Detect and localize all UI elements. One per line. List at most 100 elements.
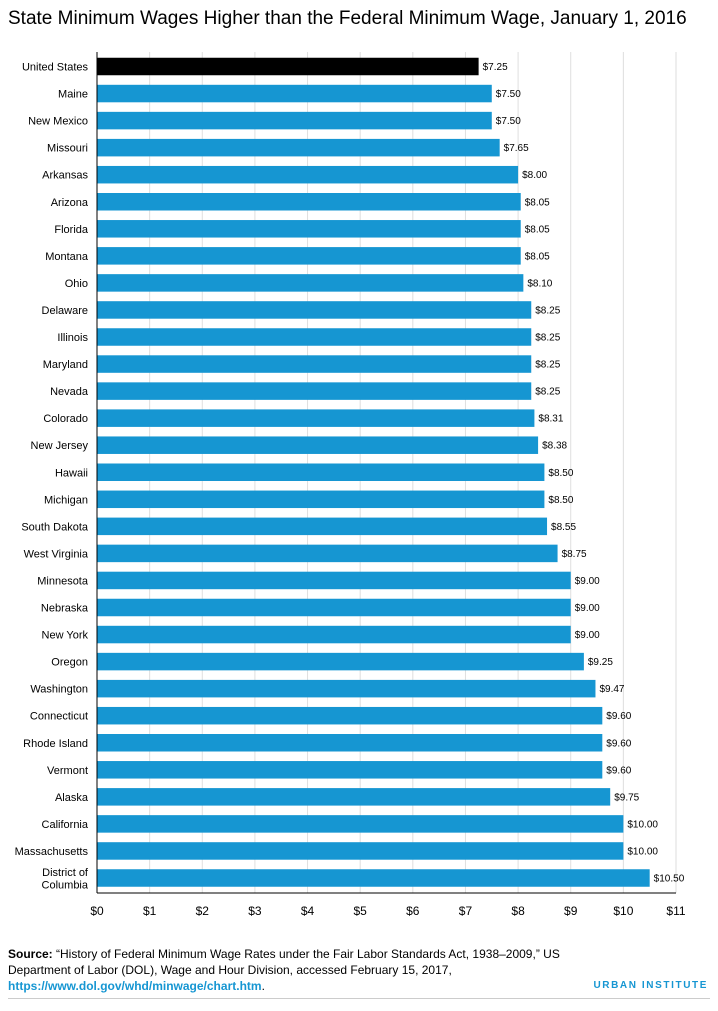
category-label: Rhode Island bbox=[23, 738, 88, 750]
x-tick-label: $5 bbox=[354, 904, 368, 918]
bar-connecticut bbox=[97, 706, 603, 725]
x-tick-label: $10 bbox=[613, 904, 633, 918]
category-label-line: Columbia bbox=[42, 879, 89, 891]
bar-new-york bbox=[97, 625, 571, 644]
x-tick-label: $4 bbox=[301, 904, 315, 918]
x-tick-label: $0 bbox=[90, 904, 104, 918]
bar-chart: United States $7.25 Maine $7.50 New Mexico $7… bbox=[15, 52, 686, 918]
value-label: $8.25 bbox=[535, 333, 560, 344]
value-label: $8.31 bbox=[538, 414, 563, 425]
chart-title: State Minimum Wages Higher than the Fede… bbox=[8, 8, 687, 29]
value-label: $9.25 bbox=[588, 657, 613, 668]
category-label: Connecticut bbox=[30, 711, 88, 723]
bar-delaware bbox=[97, 301, 532, 319]
value-label: $8.75 bbox=[562, 549, 587, 560]
value-label: $8.50 bbox=[548, 495, 573, 506]
x-tick-label: $6 bbox=[406, 904, 420, 918]
value-label: $9.00 bbox=[575, 603, 600, 614]
value-label: $8.10 bbox=[527, 278, 552, 289]
value-label: $7.65 bbox=[504, 143, 529, 154]
x-tick-label: $1 bbox=[143, 904, 157, 918]
category-label: Massachusetts bbox=[15, 846, 89, 858]
value-label: $8.05 bbox=[525, 224, 550, 235]
category-label: Maine bbox=[58, 89, 88, 101]
x-tick-label: $3 bbox=[248, 904, 262, 918]
value-label: $8.50 bbox=[548, 468, 573, 479]
value-label: $8.05 bbox=[525, 251, 550, 262]
category-label: Delaware bbox=[42, 305, 88, 317]
bar-montana bbox=[97, 247, 521, 265]
category-label: Colorado bbox=[43, 413, 88, 425]
category-label: District of Columbia bbox=[42, 867, 89, 892]
source-note: Source: “History of Federal Minimum Wage… bbox=[8, 946, 588, 994]
x-tick-label: $11 bbox=[666, 904, 685, 918]
bar-minnesota bbox=[97, 571, 571, 590]
bar-west-virginia bbox=[97, 544, 558, 563]
value-label: $8.38 bbox=[542, 441, 567, 452]
category-label: Michigan bbox=[44, 494, 88, 506]
category-label: Hawaii bbox=[55, 467, 88, 479]
bar-hawaii bbox=[97, 463, 545, 481]
bar-nevada bbox=[97, 382, 532, 400]
bar-south-dakota bbox=[97, 517, 548, 536]
category-label: Oregon bbox=[51, 657, 88, 669]
value-label: $8.55 bbox=[551, 522, 576, 533]
bar-united-states bbox=[97, 57, 479, 76]
bar-arkansas bbox=[97, 165, 519, 184]
source-label: Source: bbox=[8, 947, 53, 961]
bar-california bbox=[97, 815, 624, 833]
category-label: Maryland bbox=[43, 359, 88, 371]
value-label: $8.25 bbox=[535, 305, 560, 316]
category-label: West Virginia bbox=[24, 548, 89, 560]
category-label: Nebraska bbox=[41, 603, 89, 615]
value-label: $9.75 bbox=[614, 792, 639, 803]
bar-district-of-columbia bbox=[97, 869, 650, 887]
category-label: Montana bbox=[45, 251, 89, 263]
x-tick-label: $8 bbox=[511, 904, 525, 918]
bar-illinois bbox=[97, 328, 532, 346]
bar-nebraska bbox=[97, 598, 571, 617]
bar-massachusetts bbox=[97, 842, 624, 860]
bar-ohio bbox=[97, 274, 524, 292]
bar-arizona bbox=[97, 193, 521, 211]
bar-rhode-island bbox=[97, 734, 603, 752]
bar-maryland bbox=[97, 355, 532, 373]
source-text: “History of Federal Minimum Wage Rates u… bbox=[8, 947, 560, 977]
category-label: South Dakota bbox=[21, 521, 89, 533]
category-label: New York bbox=[42, 630, 89, 642]
value-label: $9.00 bbox=[575, 576, 600, 587]
x-tick-label: $2 bbox=[196, 904, 210, 918]
bar-michigan bbox=[97, 490, 545, 509]
value-label: $9.60 bbox=[606, 765, 631, 776]
source-link[interactable]: https://www.dol.gov/whd/minwage/chart.ht… bbox=[8, 979, 262, 993]
footer-divider bbox=[8, 998, 710, 999]
value-label: $9.00 bbox=[575, 630, 600, 641]
value-label: $8.25 bbox=[535, 387, 560, 398]
source-tail: . bbox=[261, 979, 265, 993]
x-axis: $0 $1 $2 $3 $4 $5 $6 $7 $8 $9 $10 $11 bbox=[90, 52, 686, 918]
bar-maine bbox=[97, 84, 492, 103]
value-label: $8.00 bbox=[522, 170, 547, 181]
bar-new-mexico bbox=[97, 111, 492, 130]
bar-colorado bbox=[97, 409, 535, 427]
value-label: $7.25 bbox=[483, 62, 508, 73]
urban-institute-logo: URBAN INSTITUTE bbox=[593, 980, 708, 991]
category-label-line: District of bbox=[42, 867, 89, 879]
category-label: Florida bbox=[54, 224, 89, 236]
value-label: $7.50 bbox=[496, 89, 521, 100]
category-label: Arkansas bbox=[42, 170, 88, 182]
category-label: Illinois bbox=[57, 332, 88, 344]
category-label: United States bbox=[22, 62, 89, 74]
value-label: $10.00 bbox=[627, 819, 658, 830]
bar-oregon bbox=[97, 652, 584, 671]
bars bbox=[97, 57, 650, 887]
bar-new-jersey bbox=[97, 436, 539, 454]
value-label: $8.05 bbox=[525, 197, 550, 208]
bar-labels: United States $7.25 Maine $7.50 New Mexico $7… bbox=[15, 62, 685, 892]
category-label: Alaska bbox=[55, 792, 89, 804]
bar-alaska bbox=[97, 788, 611, 806]
category-label: New Mexico bbox=[28, 116, 88, 128]
category-label: Nevada bbox=[50, 386, 89, 398]
value-label: $9.60 bbox=[606, 738, 631, 749]
bar-vermont bbox=[97, 761, 603, 779]
